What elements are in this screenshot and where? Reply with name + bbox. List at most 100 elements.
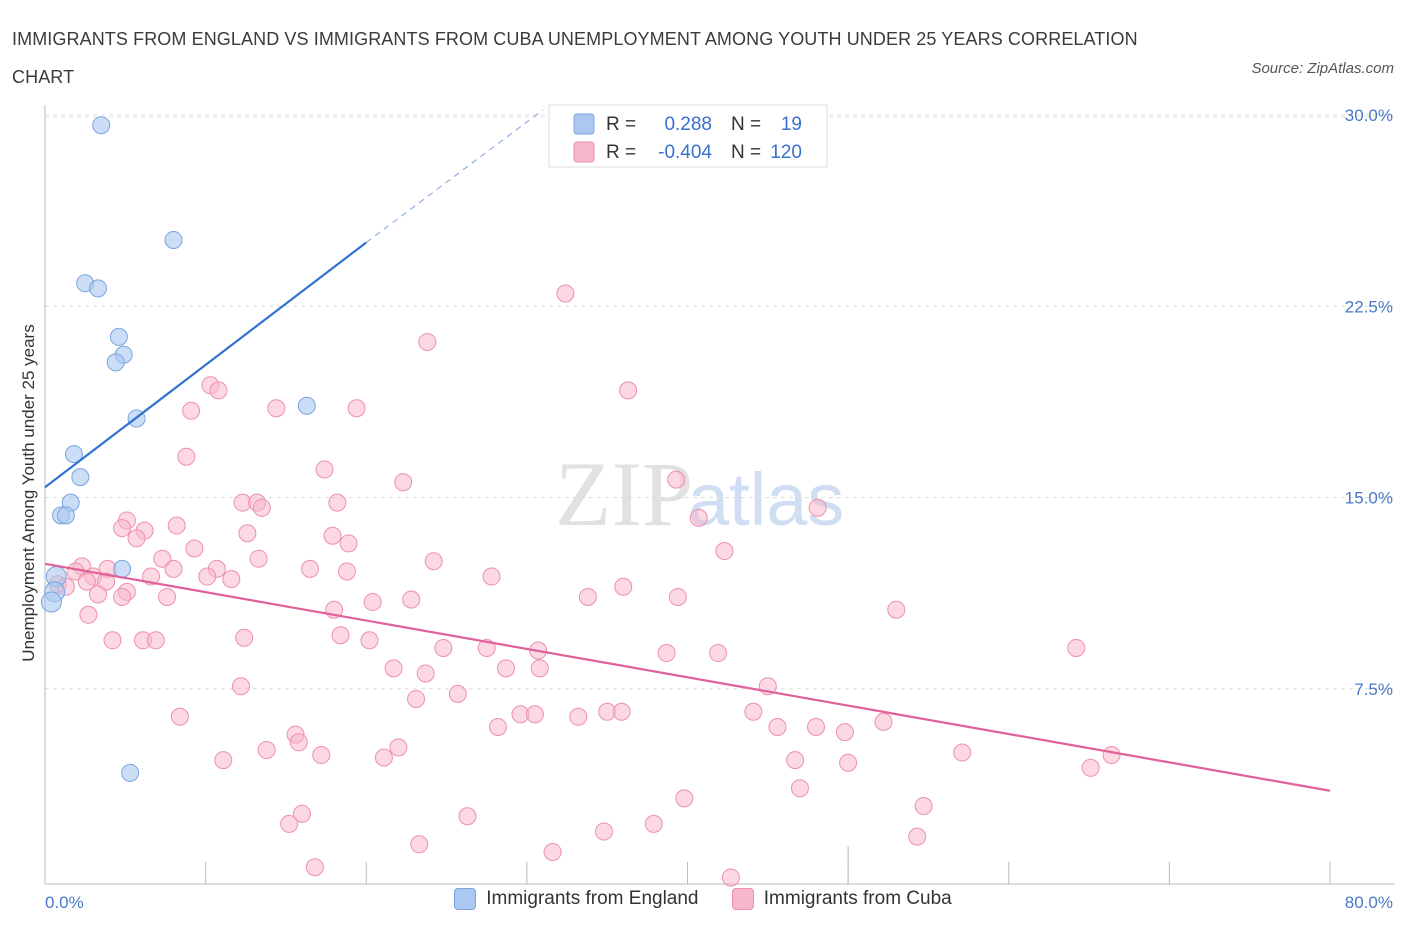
x-tick-label-min: 0.0% bbox=[45, 893, 84, 912]
cuba-point bbox=[488, 718, 507, 736]
cuba-point bbox=[612, 702, 631, 721]
cuba-point bbox=[113, 519, 132, 538]
england-point bbox=[92, 116, 111, 135]
cuba-point bbox=[667, 470, 686, 489]
cuba-point bbox=[231, 677, 250, 696]
cuba-point bbox=[167, 516, 186, 535]
cuba-point bbox=[312, 746, 331, 765]
cuba-point bbox=[315, 460, 334, 479]
england-point bbox=[89, 279, 108, 298]
cuba-point bbox=[77, 572, 96, 591]
legend-england-r-label: R = bbox=[606, 114, 636, 135]
cuba-point bbox=[496, 659, 515, 678]
england-point bbox=[71, 468, 90, 487]
cuba-point bbox=[305, 858, 324, 877]
cuba-point bbox=[458, 807, 477, 826]
cuba-point bbox=[578, 587, 597, 606]
cuba-point bbox=[257, 740, 276, 759]
cuba-swatch bbox=[731, 888, 754, 910]
cuba-point bbox=[477, 638, 496, 657]
cuba-point bbox=[170, 707, 189, 726]
cuba-point bbox=[657, 644, 676, 663]
cuba-point bbox=[407, 689, 426, 708]
cuba-point bbox=[675, 789, 694, 808]
cuba-point bbox=[619, 381, 638, 400]
cuba-point bbox=[482, 567, 501, 586]
cuba-point bbox=[410, 835, 429, 854]
cuba-point bbox=[89, 585, 108, 604]
legend-cuba-r-label: R = bbox=[606, 142, 636, 163]
cuba-point bbox=[235, 628, 254, 647]
cuba-point bbox=[267, 399, 286, 418]
cuba-point bbox=[252, 498, 271, 517]
cuba-point bbox=[374, 748, 393, 767]
y-axis-title: Unemployment Among Youth under 25 years bbox=[19, 324, 38, 661]
cuba-point bbox=[185, 539, 204, 558]
cuba-point bbox=[1081, 758, 1100, 777]
legend-england-swatch bbox=[573, 113, 595, 135]
cuba-point bbox=[434, 638, 453, 657]
legend-cuba-n-value: 120 bbox=[770, 142, 802, 163]
cuba-point bbox=[97, 572, 116, 591]
england-point bbox=[164, 230, 183, 249]
cuba-point bbox=[424, 552, 443, 571]
cuba-point bbox=[339, 534, 358, 553]
cuba-point bbox=[715, 542, 734, 561]
cuba-point bbox=[127, 529, 146, 548]
bottom-legend: Immigrants from England Immigrants from … bbox=[0, 888, 1406, 916]
cuba-point bbox=[360, 631, 379, 650]
source-label: Source: ZipAtlas.com bbox=[1251, 60, 1394, 77]
cuba-point bbox=[222, 570, 241, 589]
legend-top: R = 0.288 N = 19 R = -0.404 N = 120 bbox=[548, 104, 828, 168]
england-point bbox=[56, 506, 75, 525]
cuba-point bbox=[331, 626, 350, 645]
cuba-series bbox=[48, 284, 1121, 887]
y-tick-label: 7.5% bbox=[1354, 680, 1393, 699]
cuba-point bbox=[79, 605, 98, 624]
england-point bbox=[297, 396, 316, 415]
england-trend-extension bbox=[365, 109, 544, 243]
watermark-zip: ZIP bbox=[555, 443, 693, 545]
cuba-point bbox=[448, 684, 467, 703]
cuba-point bbox=[709, 644, 728, 663]
cuba-point bbox=[363, 593, 382, 612]
cuba-point bbox=[394, 473, 413, 492]
cuba-point bbox=[418, 332, 437, 351]
legend-england-n-value: 19 bbox=[781, 114, 802, 135]
cuba-point bbox=[953, 743, 972, 762]
cuba-point bbox=[644, 814, 663, 833]
cuba-trend-line bbox=[44, 562, 1331, 792]
y-tick-label: 30.0% bbox=[1345, 106, 1393, 125]
cuba-point bbox=[744, 702, 763, 721]
cuba-point bbox=[839, 753, 858, 772]
cuba-point bbox=[835, 723, 854, 742]
legend-item-cuba: Immigrants from Cuba bbox=[731, 888, 952, 910]
cuba-point bbox=[384, 659, 403, 678]
legend-cuba-r-value: -0.404 bbox=[658, 142, 712, 163]
cuba-point bbox=[556, 284, 575, 303]
chart-title: IMMIGRANTS FROM ENGLAND VS IMMIGRANTS FR… bbox=[12, 29, 1138, 87]
cuba-point bbox=[594, 822, 613, 841]
cuba-point bbox=[238, 524, 257, 543]
cuba-point bbox=[689, 508, 708, 527]
y-tick-label: 15.0% bbox=[1345, 489, 1393, 508]
cuba-point bbox=[614, 577, 633, 596]
cuba-point bbox=[416, 664, 435, 683]
cuba-point bbox=[790, 779, 809, 798]
legend-cuba-swatch bbox=[573, 141, 595, 163]
cuba-point bbox=[198, 567, 217, 586]
england-point bbox=[113, 559, 132, 578]
cuba-point bbox=[402, 590, 421, 609]
england-point bbox=[40, 591, 62, 613]
x-tick-label-max: 80.0% bbox=[1345, 893, 1393, 912]
cuba-point bbox=[214, 751, 233, 770]
legend-england-n-label: N = bbox=[731, 114, 761, 135]
cuba-point bbox=[337, 562, 356, 581]
cuba-point bbox=[289, 733, 308, 752]
cuba-point bbox=[328, 493, 347, 512]
legend-cuba-n-label: N = bbox=[731, 142, 761, 163]
england-point bbox=[109, 327, 128, 346]
england-swatch bbox=[454, 888, 477, 910]
cuba-point bbox=[768, 718, 787, 736]
